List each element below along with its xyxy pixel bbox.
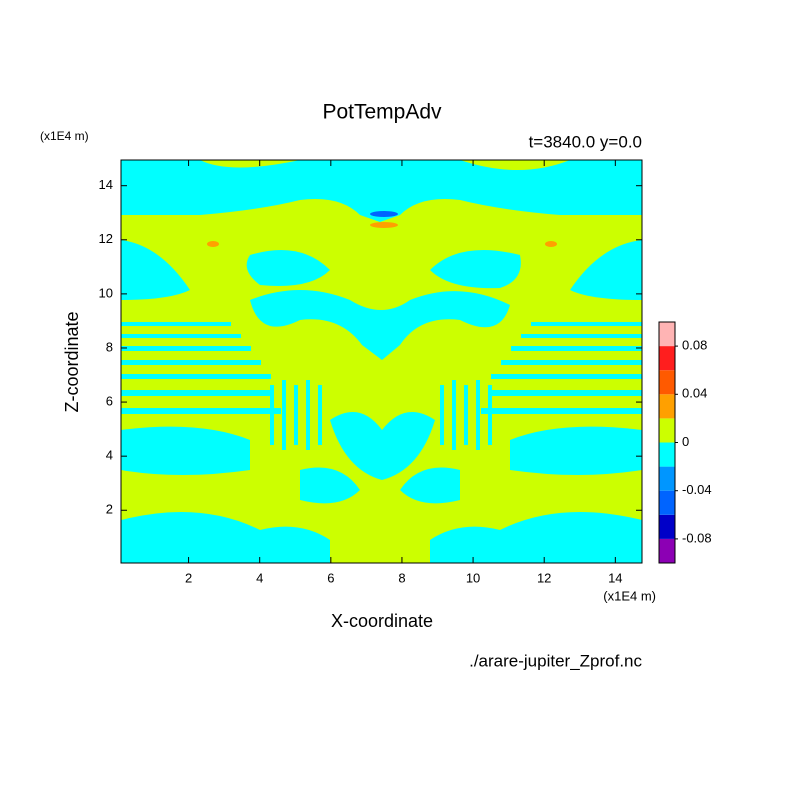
colorbar-band [659, 418, 675, 443]
y-axis-label: Z-coordinate [62, 311, 82, 412]
colorbar-band [659, 322, 675, 347]
y-tick-label: 2 [106, 502, 113, 517]
y-unit: (x1E4 m) [40, 129, 89, 143]
x-tick-label: 8 [398, 570, 405, 585]
x-tick-label: 6 [327, 570, 334, 585]
colorbar-tick-label: 0.08 [682, 338, 707, 353]
x-unit: (x1E4 m) [603, 588, 656, 603]
colorbar-band [659, 466, 675, 491]
colorbar-band [659, 442, 675, 467]
colorbar-tick-label: 0 [682, 434, 689, 449]
chart-title: PotTempAdv [322, 101, 442, 124]
colorbar-band [659, 370, 675, 395]
colorbar-band [659, 394, 675, 419]
colorbar-band [659, 514, 675, 539]
x-tick-label: 14 [608, 570, 622, 585]
chart-subtitle: t=3840.0 y=0.0 [529, 132, 642, 151]
y-tick-label: 10 [99, 285, 113, 300]
colorbar-tick-label: -0.08 [682, 530, 712, 545]
contour-field [121, 160, 642, 563]
x-tick-label: 2 [185, 570, 192, 585]
source-label: ./arare-jupiter_Zprof.nc [469, 651, 642, 670]
x-axis-label: X-coordinate [331, 611, 433, 631]
colorbar-tick-label: -0.04 [682, 482, 712, 497]
y-tick-label: 4 [106, 448, 113, 463]
x-tick-label: 10 [466, 570, 480, 585]
y-tick-label: 14 [99, 177, 113, 192]
x-tick-label: 12 [537, 570, 551, 585]
y-tick-label: 6 [106, 394, 113, 409]
plot-frame [120, 159, 643, 564]
y-tick-label: 12 [99, 231, 113, 246]
colorbar-tick-label: 0.04 [682, 386, 707, 401]
x-tick-label: 4 [256, 570, 263, 585]
colorbar-band [659, 538, 675, 563]
y-tick-label: 8 [106, 339, 113, 354]
colorbar-band [659, 490, 675, 515]
colorbar-band [659, 346, 675, 371]
